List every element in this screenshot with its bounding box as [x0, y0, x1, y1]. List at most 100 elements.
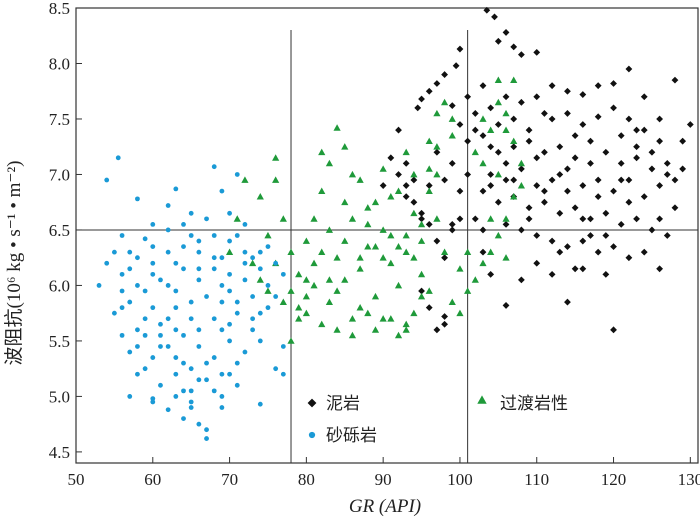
data-point — [188, 210, 194, 216]
data-point — [479, 259, 487, 267]
data-point — [310, 215, 318, 222]
data-point — [371, 326, 380, 333]
data-point — [491, 13, 498, 21]
data-point — [227, 371, 232, 377]
data-point — [456, 121, 464, 128]
data-point — [127, 349, 133, 355]
data-point — [679, 137, 687, 145]
data-point — [633, 154, 640, 162]
data-point — [517, 159, 525, 167]
data-point — [633, 126, 640, 134]
data-point — [533, 182, 541, 189]
data-point — [571, 204, 579, 212]
data-point — [196, 238, 202, 244]
data-point — [452, 62, 460, 70]
data-point — [158, 277, 163, 283]
data-point — [525, 215, 533, 223]
data-point — [541, 187, 548, 195]
data-point — [219, 327, 225, 333]
data-point — [348, 215, 357, 222]
data-point — [265, 305, 271, 311]
data-point — [517, 276, 525, 284]
data-point — [181, 222, 186, 227]
data-point — [587, 232, 594, 239]
data-point — [564, 243, 571, 250]
data-point — [227, 288, 232, 294]
data-point — [510, 193, 518, 200]
y-tick-label: 5.0 — [49, 387, 70, 406]
data-point — [594, 113, 602, 121]
data-point — [533, 154, 541, 162]
data-point — [433, 109, 441, 117]
data-point — [242, 249, 248, 255]
data-point — [364, 220, 372, 228]
data-point — [525, 137, 533, 145]
data-point — [204, 216, 209, 222]
data-point — [533, 259, 541, 267]
data-point — [196, 327, 202, 333]
data-point — [257, 310, 263, 316]
data-point — [610, 80, 617, 87]
data-point — [663, 232, 671, 239]
data-point — [264, 231, 272, 239]
data-point — [234, 233, 240, 238]
y-tick-label: 7.0 — [49, 165, 70, 184]
data-point — [479, 187, 487, 195]
data-point — [464, 248, 472, 256]
data-point — [364, 242, 372, 250]
data-point — [96, 283, 102, 288]
data-point — [211, 355, 217, 360]
data-point — [579, 121, 587, 128]
data-point — [487, 104, 495, 112]
data-point — [602, 148, 610, 156]
data-point — [556, 248, 564, 256]
data-point — [456, 215, 464, 223]
data-point — [648, 148, 656, 156]
data-point — [410, 198, 418, 206]
data-point — [640, 126, 648, 134]
data-point — [333, 124, 341, 131]
data-point — [219, 255, 225, 261]
data-point — [487, 215, 495, 222]
y-axis: 4.5 5.0 5.5 6.0 6.5 7.0 7.5 8.0 8.5 — [49, 0, 82, 462]
data-point — [487, 171, 495, 178]
data-point — [333, 326, 341, 333]
data-point — [150, 271, 156, 277]
data-point — [273, 366, 279, 372]
data-point — [135, 327, 140, 333]
x-axis-title: GR (API) — [349, 496, 421, 517]
data-point — [356, 304, 364, 311]
data-point — [564, 165, 571, 173]
data-point — [341, 198, 349, 206]
data-point — [127, 249, 133, 255]
x-tick-label: 120 — [601, 470, 627, 489]
y-axis-title: 波阻抗(10⁶ kg • s⁻¹ • m⁻²) — [3, 161, 25, 366]
data-point — [479, 82, 487, 90]
data-point — [510, 176, 518, 184]
data-point — [204, 377, 209, 383]
data-point — [502, 176, 510, 184]
data-point — [325, 159, 334, 167]
data-point — [602, 270, 610, 278]
data-point — [119, 332, 125, 338]
data-point — [571, 132, 579, 140]
data-point — [234, 360, 240, 366]
data-point — [119, 233, 125, 238]
data-point — [594, 176, 602, 184]
data-point — [417, 292, 426, 300]
data-point — [394, 242, 403, 250]
data-point — [165, 316, 171, 322]
data-point — [510, 137, 518, 145]
data-point — [371, 198, 380, 206]
y-tick-label: 7.5 — [49, 110, 70, 129]
data-point — [617, 132, 625, 140]
data-point — [425, 187, 433, 194]
data-point — [295, 315, 303, 322]
x-tick-label: 90 — [375, 470, 392, 489]
data-point — [188, 233, 194, 238]
data-point — [517, 226, 525, 234]
data-point — [625, 176, 633, 184]
data-point — [348, 331, 357, 339]
data-point — [402, 148, 410, 156]
